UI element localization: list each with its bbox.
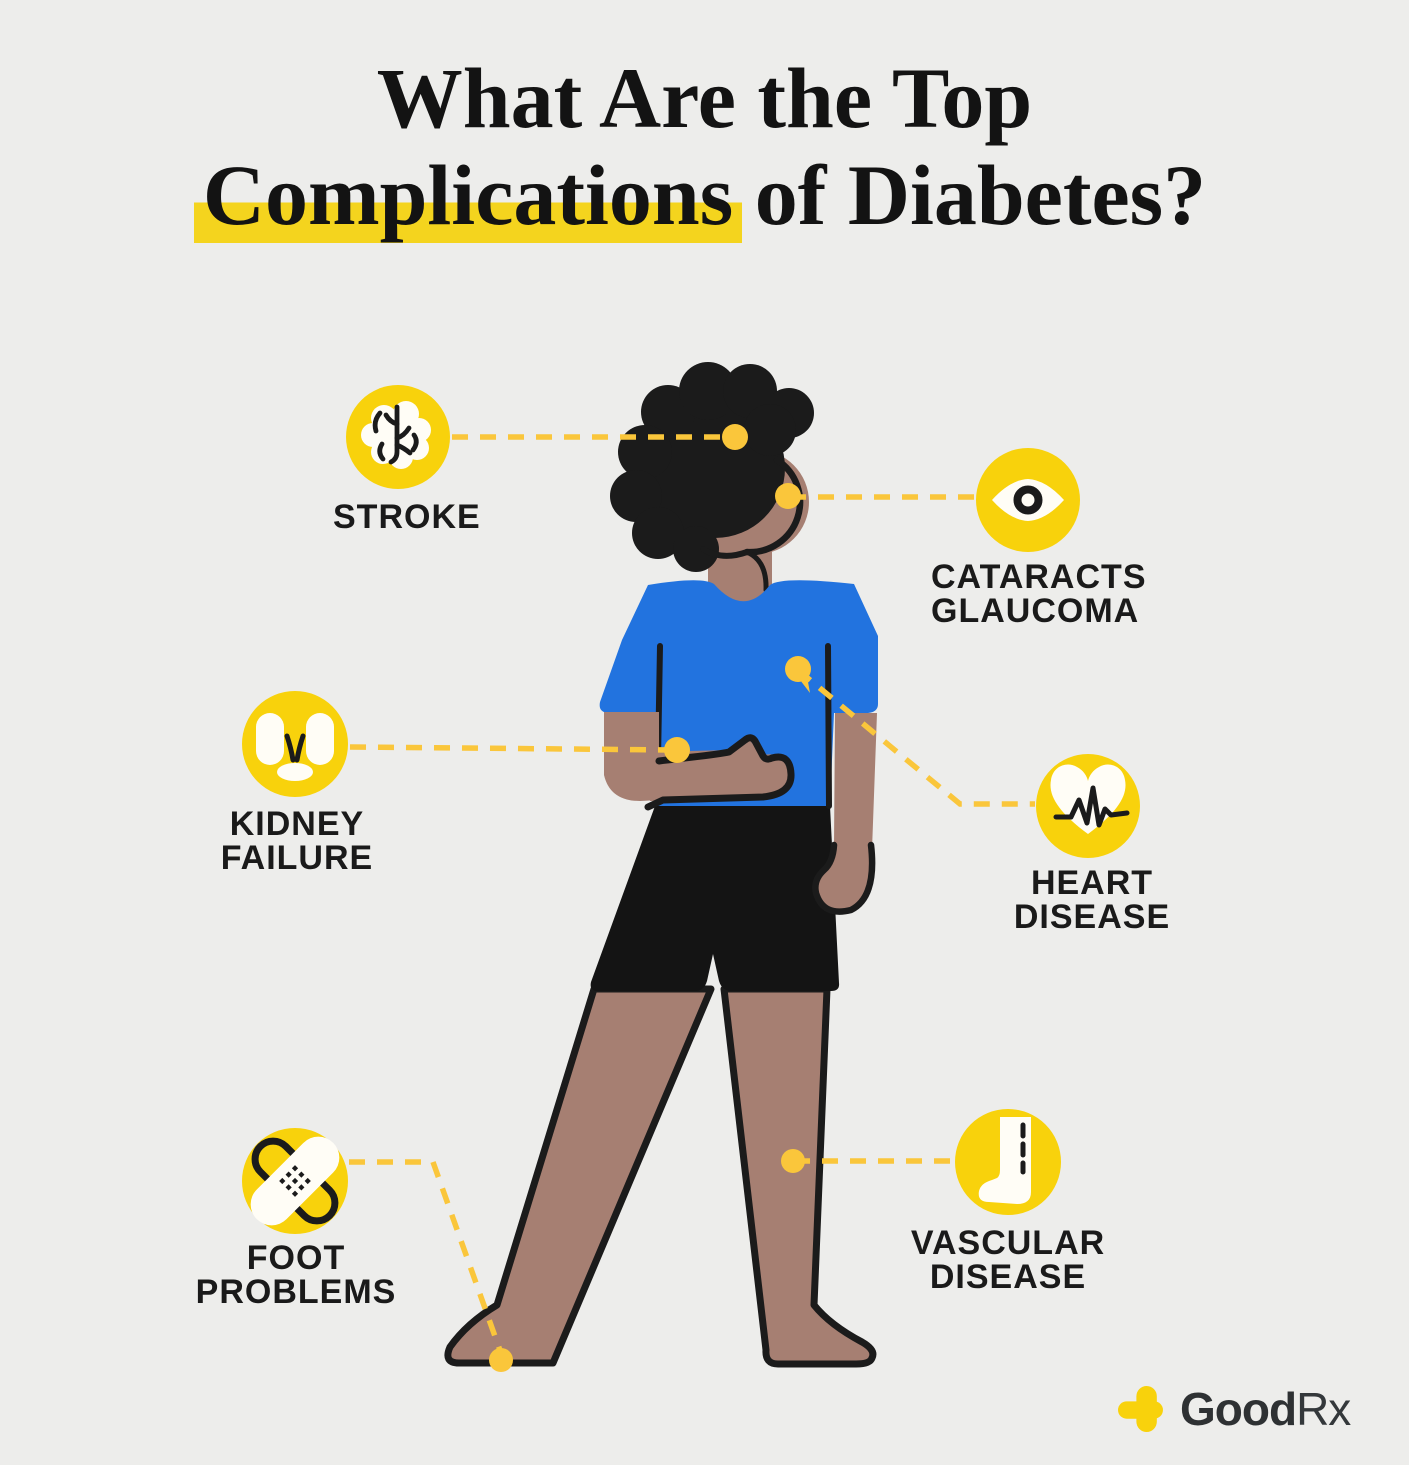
callout-label-line: PROBLEMS bbox=[195, 1273, 397, 1311]
callout-label-line: KIDNEY bbox=[229, 805, 365, 843]
heart-badge bbox=[1036, 754, 1140, 858]
foot-badge bbox=[242, 1128, 348, 1234]
shorts bbox=[590, 806, 840, 991]
heart-connector-line bbox=[796, 667, 1035, 807]
vascular-connector-dot bbox=[781, 1149, 805, 1173]
vascular-badge bbox=[955, 1109, 1061, 1215]
logo-text-rx: Rx bbox=[1296, 1383, 1351, 1435]
eye-icon bbox=[992, 479, 1064, 521]
kidney-connector-dot bbox=[664, 737, 690, 763]
callout-label-stroke: STROKE bbox=[333, 500, 481, 534]
left-upper-arm bbox=[604, 712, 659, 801]
heart-icon bbox=[1050, 764, 1130, 834]
callout-label-heart-disease: HEART DISEASE bbox=[1014, 866, 1170, 934]
callout-label-line: DISEASE bbox=[1013, 898, 1171, 936]
stroke-connector-dot bbox=[722, 424, 748, 450]
callout-label-line: VASCULAR bbox=[910, 1224, 1106, 1262]
page-title: What Are the Top Complications of Diabet… bbox=[0, 50, 1409, 244]
logo-text-good: Good bbox=[1180, 1383, 1297, 1435]
heart-connector-dot bbox=[785, 656, 811, 682]
curly-hair bbox=[610, 362, 814, 572]
callout-label-line: STROKE bbox=[333, 498, 481, 536]
goodrx-cross-icon bbox=[1118, 1385, 1163, 1432]
callout-label-vascular-disease: VASCULAR DISEASE bbox=[911, 1226, 1105, 1294]
callout-label-line: DISEASE bbox=[929, 1258, 1087, 1296]
person-figure bbox=[444, 362, 878, 1368]
callout-label-line: GLAUCOMA bbox=[931, 592, 1140, 630]
callout-badges bbox=[242, 385, 1140, 1234]
stroke-badge bbox=[346, 385, 450, 489]
connectors bbox=[349, 424, 1035, 1372]
callout-label-line: FAILURE bbox=[220, 839, 374, 877]
left-leg bbox=[444, 985, 715, 1367]
goodrx-logo: GoodRx bbox=[1118, 1381, 1351, 1437]
leg-icon bbox=[978, 1117, 1031, 1204]
cataracts-connector-dot bbox=[775, 483, 801, 509]
callout-label-line: CATARACTS bbox=[931, 558, 1147, 596]
right-leg bbox=[720, 985, 877, 1368]
kidney-badge bbox=[242, 691, 348, 797]
callout-label-kidney-failure: KIDNEY FAILURE bbox=[221, 807, 373, 875]
cataracts-badge bbox=[976, 448, 1080, 552]
callout-label-cataracts-glaucoma: CATARACTS GLAUCOMA bbox=[931, 560, 1147, 628]
goodrx-wordmark: GoodRx bbox=[1180, 1381, 1351, 1437]
callout-label-line: FOOT bbox=[246, 1239, 346, 1277]
callout-label-line: HEART bbox=[1030, 864, 1154, 902]
left-forearm-outline bbox=[644, 734, 795, 811]
foot-connector-line bbox=[349, 1159, 505, 1357]
title-line-1: What Are the Top bbox=[376, 50, 1033, 146]
face-outline bbox=[743, 456, 804, 556]
shirt-right-seam bbox=[825, 643, 832, 809]
kidney-icon bbox=[256, 713, 334, 781]
callout-label-foot-problems: FOOT PROBLEMS bbox=[196, 1241, 397, 1309]
right-hand-outline bbox=[812, 841, 876, 915]
neck-outline bbox=[746, 550, 769, 593]
title-highlighted-word: Complications bbox=[193, 147, 743, 243]
title-line-2: Complications of Diabetes? bbox=[0, 147, 1409, 244]
jaw-outline bbox=[700, 546, 750, 559]
foot-connector-dot bbox=[489, 1348, 513, 1372]
title-line-2-rest: of Diabetes? bbox=[733, 147, 1207, 243]
brain-icon bbox=[361, 401, 431, 469]
bandage-icon bbox=[250, 1136, 340, 1226]
